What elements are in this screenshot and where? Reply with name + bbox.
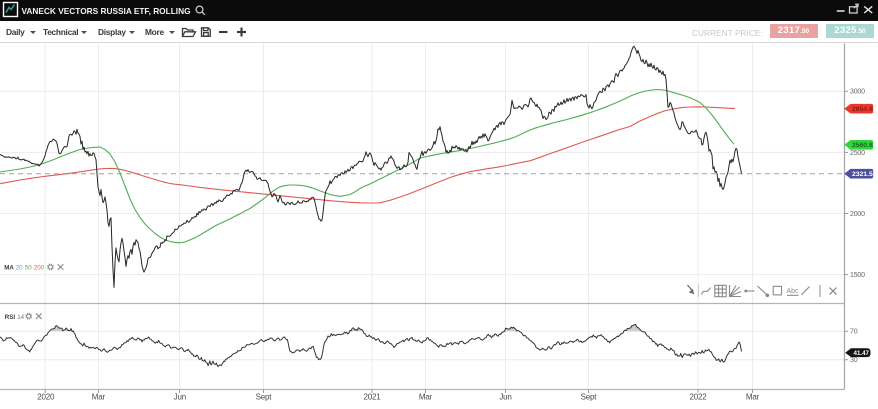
svg-text:2020: 2020	[37, 393, 55, 402]
svg-text:3000: 3000	[850, 89, 865, 96]
svg-text:1500: 1500	[850, 272, 865, 279]
svg-text:20: 20	[16, 265, 23, 272]
svg-text:2500: 2500	[850, 150, 865, 157]
svg-text:50: 50	[25, 265, 32, 272]
svg-text:MA: MA	[4, 265, 14, 272]
svg-text:RSI: RSI	[5, 314, 16, 321]
svg-text:2321.5: 2321.5	[852, 171, 873, 178]
svg-text:70: 70	[850, 329, 858, 336]
svg-text:2560.8: 2560.8	[852, 142, 873, 149]
svg-text:2021: 2021	[364, 393, 382, 402]
svg-text:Mar: Mar	[746, 393, 760, 402]
svg-text:30: 30	[850, 357, 858, 364]
svg-text:14: 14	[17, 314, 24, 321]
svg-text:200: 200	[34, 265, 45, 272]
svg-text:Mar: Mar	[419, 393, 433, 402]
svg-text:2854.6: 2854.6	[852, 106, 873, 113]
svg-text:Jun: Jun	[499, 393, 511, 402]
svg-text:41.47: 41.47	[854, 350, 870, 357]
svg-text:Sept: Sept	[581, 393, 598, 402]
svg-text:2000: 2000	[850, 211, 865, 218]
svg-text:2022: 2022	[690, 393, 708, 402]
svg-text:Abc: Abc	[787, 288, 800, 295]
svg-text:Sept: Sept	[256, 393, 273, 402]
svg-text:Mar: Mar	[92, 393, 106, 402]
svg-text:Jun: Jun	[174, 393, 186, 402]
